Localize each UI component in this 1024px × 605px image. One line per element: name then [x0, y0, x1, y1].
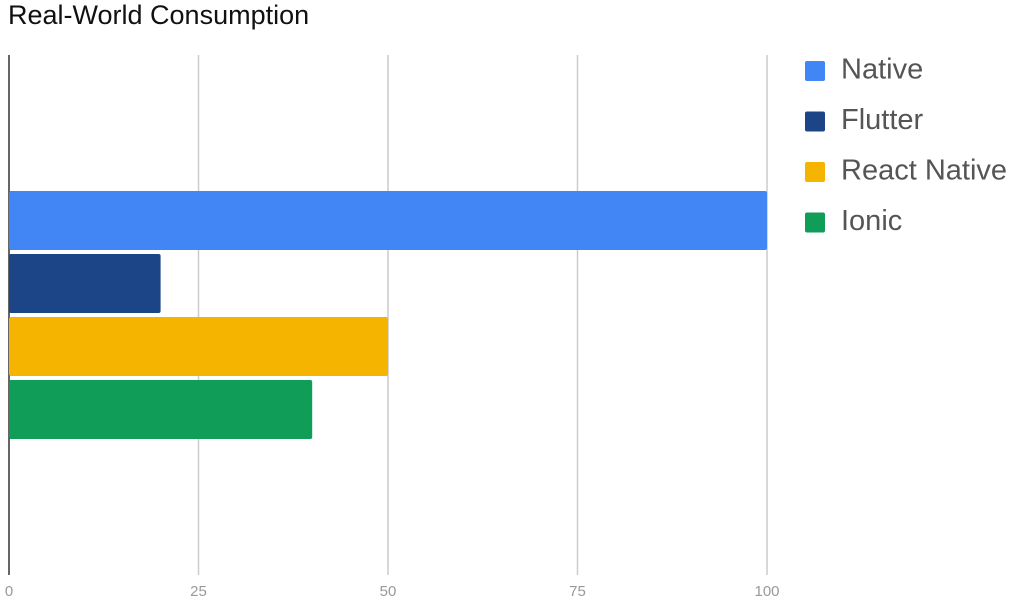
legend-swatch — [805, 61, 825, 81]
x-tick-label: 0 — [5, 583, 13, 600]
chart-title: Real-World Consumption — [8, 0, 309, 30]
legend-label: Native — [841, 54, 923, 86]
x-tick-label: 25 — [190, 583, 207, 600]
legend-swatch — [805, 111, 825, 132]
legend-label: Flutter — [841, 104, 924, 136]
legend-label: React Native — [841, 155, 1007, 187]
legend-swatch — [805, 162, 825, 182]
legend-label: Ionic — [841, 205, 902, 237]
x-tick-label: 100 — [754, 583, 779, 600]
bar — [9, 380, 313, 439]
x-tick-label: 50 — [380, 583, 397, 600]
bar — [9, 254, 161, 313]
bar — [9, 317, 388, 376]
legend-swatch — [805, 212, 825, 233]
x-tick-label: 75 — [569, 583, 586, 600]
bar — [9, 191, 767, 250]
